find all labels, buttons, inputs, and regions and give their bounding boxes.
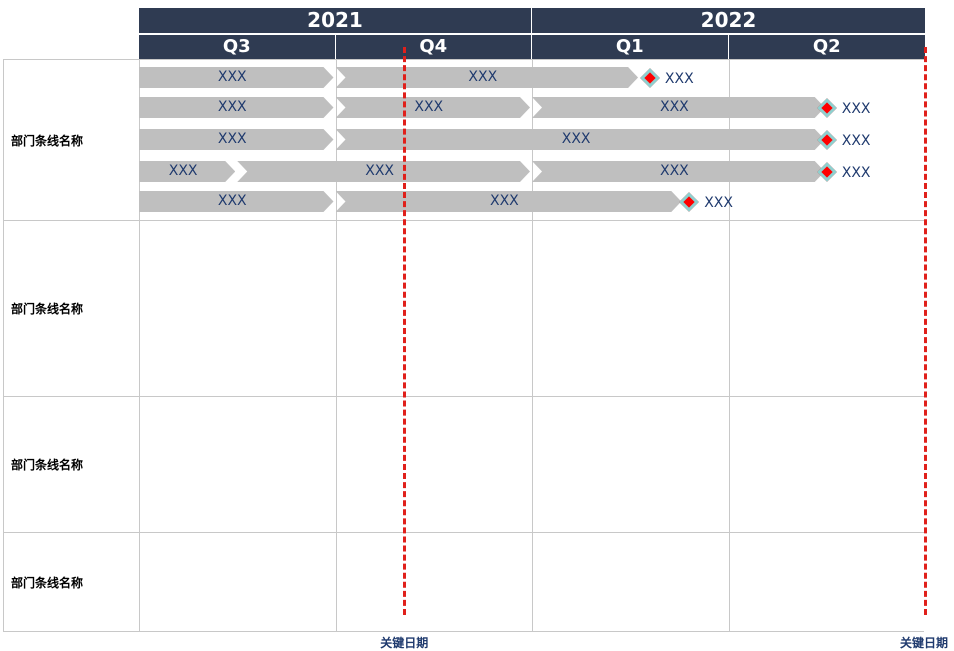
task-bar: XXX	[139, 67, 334, 88]
milestone-diamond-icon	[816, 97, 837, 118]
milestone-diamond-icon	[679, 191, 700, 212]
milestone-label: XXX	[841, 100, 871, 117]
key-date-line	[923, 47, 927, 615]
quarter-header: Q2	[728, 35, 925, 59]
department-label: 部门条线名称	[11, 575, 84, 590]
grid-line-vertical	[729, 59, 730, 631]
quarter-header: Q3	[139, 35, 335, 59]
grid-line-vertical	[336, 59, 337, 631]
grid-line-vertical	[139, 59, 140, 631]
milestone-label: XXX	[664, 70, 694, 87]
grid-line-vertical	[3, 59, 4, 631]
task-bar: XXX	[237, 161, 530, 182]
year-header: 2021	[139, 8, 531, 33]
key-date-label: 关键日期	[899, 636, 949, 650]
task-bar: XXX	[336, 67, 639, 88]
grid-line-horizontal	[3, 631, 924, 632]
grid-line-vertical	[532, 59, 533, 631]
task-bar: XXX	[532, 161, 825, 182]
task-bar: XXX	[336, 129, 825, 150]
task-bar: XXX	[139, 97, 334, 118]
task-bar: XXX	[336, 191, 682, 212]
department-label: 部门条线名称	[11, 302, 84, 316]
milestone-label: XXX	[841, 164, 871, 181]
quarter-header: Q1	[532, 35, 728, 59]
key-date-label: 关键日期	[380, 636, 429, 650]
task-bar: XXX	[532, 97, 825, 118]
year-header: 2022	[532, 8, 925, 33]
milestone-diamond-icon	[639, 67, 660, 88]
grid-line-horizontal	[3, 396, 924, 397]
task-bar: XXX	[139, 161, 235, 182]
milestone-label: XXX	[704, 194, 733, 211]
grid-line-horizontal	[3, 59, 924, 60]
task-bar: XXX	[139, 129, 334, 150]
task-bar: XXX	[139, 191, 334, 212]
milestone-label: XXX	[841, 132, 871, 149]
department-label: 部门条线名称	[11, 458, 84, 472]
grid-line-horizontal	[3, 220, 924, 221]
quarter-header: Q4	[335, 35, 531, 59]
task-bar: XXX	[336, 97, 531, 118]
department-label: 部门条线名称	[11, 133, 84, 148]
grid-line-horizontal	[3, 532, 924, 533]
key-date-line	[402, 47, 406, 615]
milestone-diamond-icon	[816, 161, 837, 182]
milestone-diamond-icon	[816, 129, 837, 150]
